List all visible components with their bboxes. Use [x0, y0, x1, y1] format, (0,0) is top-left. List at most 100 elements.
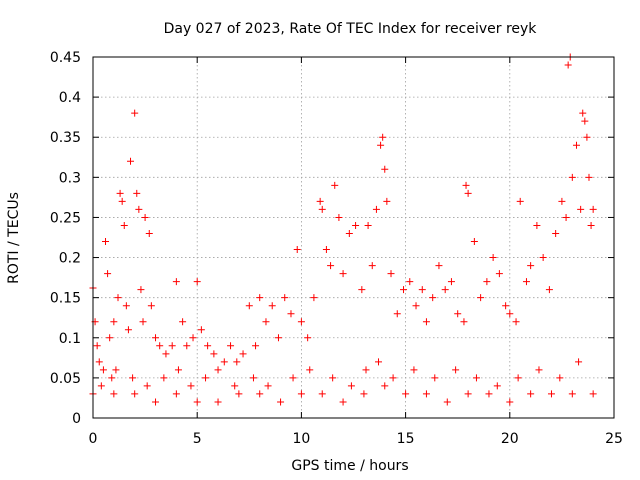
chart-title: Day 027 of 2023, Rate Of TEC Index for r… [164, 21, 538, 37]
y-axis-title: ROTI / TECUs [6, 192, 22, 284]
data-point [106, 334, 114, 342]
y-tick-label: 0.15 [50, 291, 81, 307]
data-point [120, 221, 128, 229]
data-point [339, 270, 347, 278]
data-point [189, 334, 197, 342]
data-point [306, 366, 314, 374]
data-point [145, 229, 153, 237]
data-point [535, 366, 543, 374]
data-point [472, 374, 480, 382]
data-point [193, 398, 201, 406]
x-axis-title: GPS time / hours [291, 458, 408, 474]
y-tick-label: 0 [72, 411, 81, 427]
data-point [335, 213, 343, 221]
data-point [152, 334, 160, 342]
data-point [506, 310, 514, 318]
y-tick-label: 0.25 [50, 210, 81, 226]
data-point [210, 350, 218, 358]
data-point [172, 278, 180, 286]
data-point [131, 109, 139, 117]
data-point [264, 382, 272, 390]
data-point [116, 189, 124, 197]
data-point [539, 254, 547, 262]
data-point [235, 390, 243, 398]
data-point [579, 109, 587, 117]
plot-frame [92, 56, 615, 419]
data-point [124, 326, 132, 334]
data-point [360, 390, 368, 398]
data-point [131, 390, 139, 398]
data-point [435, 262, 443, 270]
data-point [297, 390, 305, 398]
data-point [102, 238, 110, 246]
data-point [104, 270, 112, 278]
data-point [114, 294, 122, 302]
data-point [381, 165, 389, 173]
y-tick-label: 0.1 [59, 331, 81, 347]
data-point [512, 318, 520, 326]
data-point [318, 205, 326, 213]
data-point [368, 262, 376, 270]
data-point [316, 197, 324, 205]
data-point [97, 382, 105, 390]
data-point [377, 141, 385, 149]
data-point [372, 205, 380, 213]
data-point [556, 374, 564, 382]
data-point [252, 342, 260, 350]
data-point [129, 374, 137, 382]
data-point [412, 302, 420, 310]
data-point [183, 342, 191, 350]
data-point [262, 318, 270, 326]
data-point [110, 390, 118, 398]
data-point [233, 358, 241, 366]
data-point [277, 398, 285, 406]
data-point [127, 157, 135, 165]
data-point [545, 286, 553, 294]
data-point [139, 318, 147, 326]
data-point [558, 197, 566, 205]
data-point [362, 366, 370, 374]
data-point [489, 254, 497, 262]
data-point [516, 197, 524, 205]
data-point [358, 286, 366, 294]
data-point [495, 270, 503, 278]
data-point [589, 390, 597, 398]
data-point [422, 318, 430, 326]
data-point [477, 294, 485, 302]
data-point [256, 390, 264, 398]
data-point [485, 390, 493, 398]
data-point [202, 374, 210, 382]
data-point [375, 358, 383, 366]
data-point [281, 294, 289, 302]
data-point [93, 342, 101, 350]
x-tick-label: 0 [89, 431, 98, 447]
data-point [429, 294, 437, 302]
data-point [552, 229, 560, 237]
data-point [310, 294, 318, 302]
data-point [527, 262, 535, 270]
data-point [162, 350, 170, 358]
data-point [383, 197, 391, 205]
data-point [522, 278, 530, 286]
grid [93, 57, 614, 418]
tick-labels: 0 5 10 15 20 25 0 0.05 0.1 0.15 0.2 0.25 0.3 0.35 0.4 0… [50, 50, 623, 447]
data-point [452, 366, 460, 374]
data-point [470, 238, 478, 246]
data-point [345, 229, 353, 237]
data-point [454, 310, 462, 318]
data-point [562, 213, 570, 221]
data-point [400, 286, 408, 294]
data-point [118, 197, 126, 205]
data-point [464, 189, 472, 197]
data-point [160, 374, 168, 382]
data-point [168, 342, 176, 350]
data-point [406, 278, 414, 286]
data-point [95, 358, 103, 366]
data-point [327, 262, 335, 270]
data-point [577, 205, 585, 213]
data-point [462, 181, 470, 189]
data-point [587, 221, 595, 229]
data-point [137, 286, 145, 294]
